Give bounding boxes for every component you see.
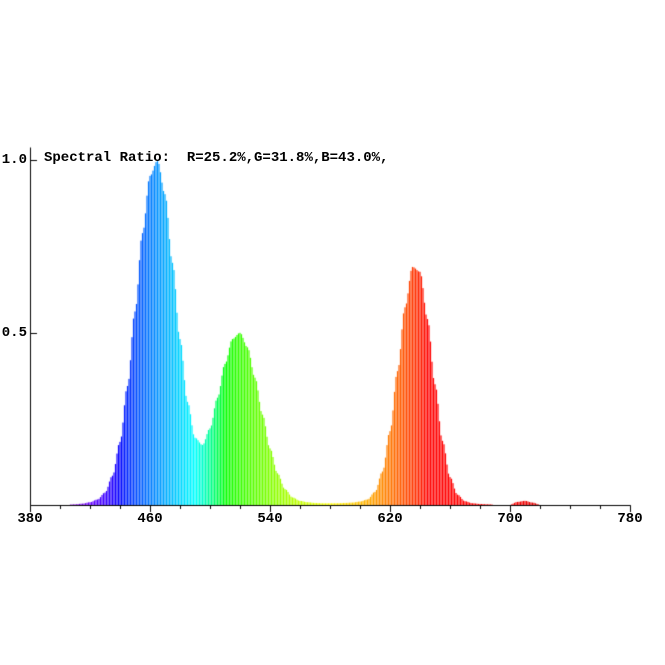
x-tick-label: 460 (137, 511, 163, 527)
y-tick-label: 1.0 (1, 152, 27, 168)
x-tick-label: 620 (377, 511, 403, 527)
x-tick-label: 780 (617, 511, 643, 527)
x-tick-label: 380 (17, 511, 43, 527)
x-tick-label: 700 (497, 511, 523, 527)
spectral-ratio-annotation: Spectral Ratio: R=25.2%,G=31.8%,B=43.0%, (44, 150, 389, 166)
x-tick-label: 540 (257, 511, 283, 527)
y-tick-label: 0.5 (1, 324, 27, 341)
